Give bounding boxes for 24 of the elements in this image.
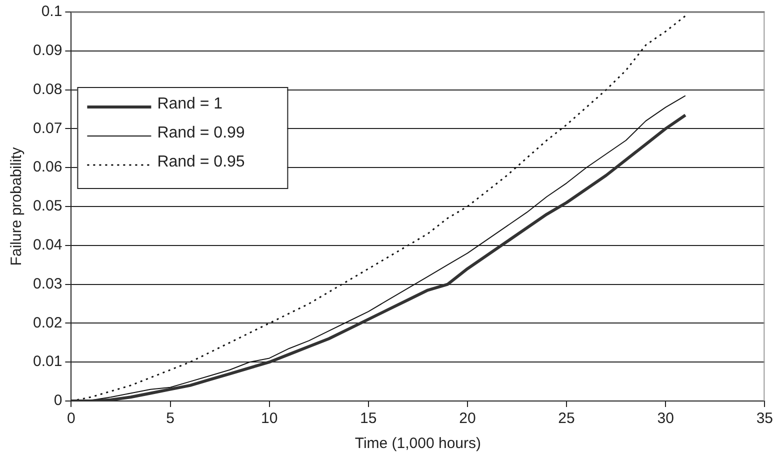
y-tick-label: 0.02 — [32, 314, 62, 332]
x-tick-label: 30 — [657, 410, 674, 428]
x-tick-label: 35 — [756, 410, 773, 428]
x-tick-label: 20 — [459, 410, 476, 428]
x-tick-label: 10 — [260, 410, 278, 428]
y-tick-label: 0.09 — [32, 42, 62, 60]
x-tick-label: 25 — [558, 410, 575, 428]
x-tick-label: 0 — [67, 410, 76, 428]
x-tick-label: 15 — [360, 410, 377, 428]
y-tick-label: 0.04 — [32, 236, 62, 254]
x-axis-title: Time (1,000 hours) — [354, 435, 482, 452]
y-tick-label: 0.01 — [32, 353, 62, 370]
y-tick-label: 0 — [54, 392, 62, 410]
legend-label: Rand = 0.95 — [157, 153, 245, 170]
y-tick-label: 0.07 — [32, 120, 62, 137]
y-tick-label: 0.06 — [32, 158, 62, 176]
y-tick-label: 0.1 — [41, 3, 62, 20]
y-tick-label: 0.08 — [32, 80, 62, 98]
x-tick-label: 5 — [166, 410, 174, 428]
y-tick-label: 0.05 — [32, 198, 62, 215]
legend-label: Rand = 0.99 — [157, 124, 245, 142]
y-axis-title: Failure probability — [8, 146, 26, 266]
legend-label: Rand = 1 — [157, 95, 223, 112]
y-tick-label: 0.03 — [32, 275, 62, 292]
